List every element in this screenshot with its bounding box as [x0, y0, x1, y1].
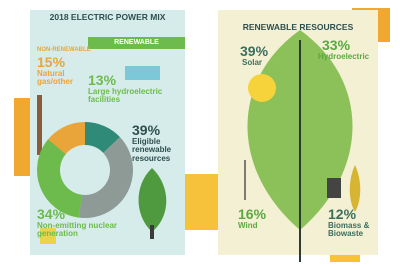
deco-block — [178, 174, 222, 230]
right-title: RENEWABLE RESOURCES — [242, 22, 354, 32]
dam-icon — [125, 66, 160, 80]
segment-label: Large hydroelectric facilities — [88, 87, 163, 105]
tree-trunk — [150, 225, 154, 239]
deco-block — [14, 98, 34, 176]
donut-segment — [78, 137, 134, 218]
donut — [37, 122, 134, 218]
value-label: 34% — [37, 206, 66, 222]
item-label: Hydroelectric — [318, 52, 370, 61]
segment-label: Eligible renewable resources — [132, 137, 172, 163]
nuclear-icon — [40, 228, 56, 244]
value-label: 39% — [240, 43, 269, 59]
value-label: 12% — [328, 206, 357, 222]
renewable-bar — [88, 37, 185, 49]
item-label: Biomass & Biowaste — [328, 221, 370, 239]
non-renewable-tag: NON-RENEWABLE — [37, 47, 91, 53]
segment-label: Natural gas/other — [37, 69, 74, 87]
value-label: 39% — [132, 122, 161, 138]
donut-segment — [85, 122, 120, 153]
tree — [138, 168, 167, 232]
item-label: Wind — [238, 221, 258, 230]
smokestack — [37, 95, 42, 155]
donut-segment — [37, 139, 82, 218]
segment-label: Non-emitting nuclear generation — [37, 221, 118, 239]
trash-icon — [327, 178, 341, 198]
value-label: 13% — [88, 72, 117, 88]
corn-icon — [349, 165, 361, 212]
value-label: 16% — [238, 206, 267, 222]
renewable-tag: RENEWABLE — [114, 39, 159, 46]
item-label: Solar — [242, 58, 263, 67]
left-title: 2018 ELECTRIC POWER MIX — [49, 12, 166, 22]
value-label: 15% — [37, 54, 66, 70]
sun-icon — [248, 74, 276, 102]
value-label: 33% — [322, 37, 351, 53]
